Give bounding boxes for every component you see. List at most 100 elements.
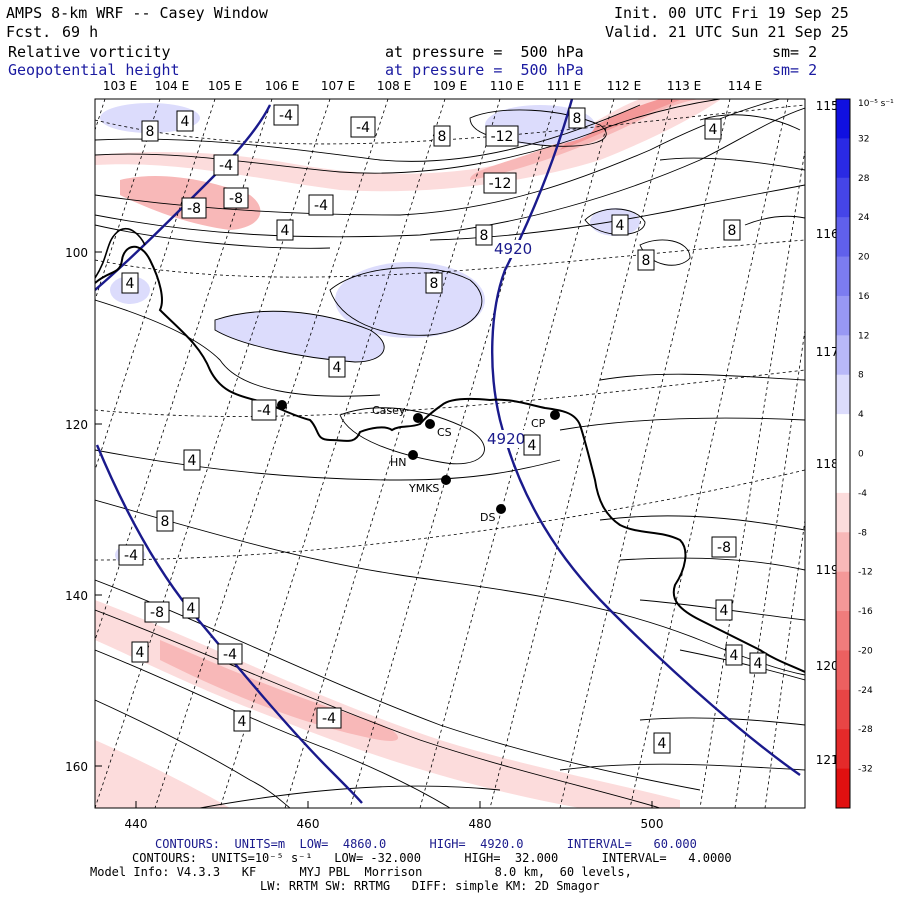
vorticity-label: 4 xyxy=(187,601,196,617)
neg-vorticity-shading-south xyxy=(95,600,680,808)
colorbar-swatch xyxy=(836,571,850,612)
colorbar: 32 28 24 20 16 12 8 4 0 -4 -8 -12 -16 -20 -24 -28 -32 xyxy=(835,98,873,809)
colorbar-tick-label: -12 xyxy=(858,568,873,578)
vorticity-label-box xyxy=(223,187,249,209)
colorbar-swatch xyxy=(836,138,850,179)
vorticity-label-box xyxy=(715,599,733,621)
vorticity-label: 4 xyxy=(658,736,667,752)
footer-vorticity-contours: CONTOURS: UNITS=10⁻⁵ s⁻¹ LOW= -32.000 HI… xyxy=(132,851,732,865)
chart-title: AMPS 8-km WRF -- Casey Window xyxy=(6,4,268,22)
vorticity-label: 4 xyxy=(238,714,247,730)
field2-level: at pressure = 500 hPa xyxy=(385,61,584,79)
latitude-gridlines xyxy=(95,104,805,561)
vorticity-label: 4 xyxy=(188,453,197,469)
vorticity-label-box xyxy=(308,194,334,216)
vorticity-label: -8 xyxy=(150,605,164,621)
colorbar-tick-label: 24 xyxy=(858,213,870,223)
neg-vorticity-shading-north xyxy=(95,99,720,192)
station-label-ds: DS xyxy=(480,511,495,524)
field2-smoothing: sm= 2 xyxy=(772,61,818,79)
colorbar-tick-label: -20 xyxy=(858,646,873,656)
footer-model-info: Model Info: V4.3.3 KF MYJ PBL Morrison 8… xyxy=(90,865,632,879)
vorticity-label-box xyxy=(316,707,342,729)
longitude-label: 107 E xyxy=(321,79,355,93)
footer-height-contours: CONTOURS: UNITS=m LOW= 4860.0 HIGH= 4920… xyxy=(155,837,697,851)
height-contour-labels: 4920 4920 xyxy=(487,240,540,448)
vorticity-label-box xyxy=(156,510,174,532)
coastline-north xyxy=(95,227,146,279)
neg-vorticity-shading-north-core2 xyxy=(560,99,680,150)
vorticity-label: -4 xyxy=(356,120,370,136)
colorbar-tick-label: -4 xyxy=(858,489,867,499)
station-label-casey: Casey xyxy=(372,404,406,417)
colorbar-swatch xyxy=(836,453,850,494)
height-label: 4920 xyxy=(487,430,525,448)
vorticity-label-box xyxy=(475,224,493,246)
vorticity-label-box xyxy=(749,652,767,674)
colorbar-tick-label: 0 xyxy=(858,450,864,460)
vorticity-label: 4 xyxy=(333,360,342,376)
vorticity-label: 8 xyxy=(728,223,737,239)
y-tick-label: 160 xyxy=(65,760,88,774)
colorbar-tick-label: 16 xyxy=(858,292,870,302)
top-longitude-labels: 103 E 104 E 105 E 106 E 107 E 108 E 109 … xyxy=(103,79,762,93)
longitude-label: 104 E xyxy=(155,79,189,93)
station-dot-ds xyxy=(496,504,506,514)
vorticity-label: -12 xyxy=(489,176,512,192)
station-label-hn: HN xyxy=(390,456,407,469)
vorticity-label-box xyxy=(217,643,243,665)
colorbar-tick-label: -28 xyxy=(858,725,873,735)
forecast-hour: 69 h xyxy=(62,23,99,41)
axis-labels: 440 460 480 500 100 120 140 160 xyxy=(65,246,663,831)
colorbar-swatch xyxy=(836,256,850,297)
x-tick-label: 500 xyxy=(641,817,664,831)
colorbar-frame xyxy=(835,98,851,809)
colorbar-swatch xyxy=(836,374,850,415)
vorticity-label: 4 xyxy=(754,656,763,672)
longitude-label: 108 E xyxy=(377,79,411,93)
vorticity-label-box xyxy=(181,197,207,219)
vorticity-label-box xyxy=(273,104,299,126)
x-tick-label: 460 xyxy=(297,817,320,831)
vorticity-label: 4 xyxy=(709,122,718,138)
y-tick-label: 140 xyxy=(65,589,88,603)
longitude-label: 110 E xyxy=(490,79,524,93)
station-dot-casey xyxy=(413,413,423,423)
vorticity-label: 8 xyxy=(438,129,447,145)
vorticity-label: 8 xyxy=(642,253,651,269)
vorticity-label-box xyxy=(183,449,201,471)
vorticity-label-box xyxy=(144,601,170,623)
vorticity-label-box xyxy=(213,154,239,176)
y-tick-label: 120 xyxy=(65,418,88,432)
colorbar-tick-label: -32 xyxy=(858,765,873,775)
vorticity-label-box xyxy=(433,125,451,147)
vorticity-label-box xyxy=(523,434,541,456)
vorticity-label: -4 xyxy=(279,108,293,124)
colorbar-swatch xyxy=(836,217,850,258)
pos-vorticity-shading-5 xyxy=(100,103,200,133)
station-dot-cs xyxy=(425,419,435,429)
vorticity-label: -8 xyxy=(229,191,243,207)
colorbar-tick-label: 8 xyxy=(858,371,864,381)
vorticity-label: 8 xyxy=(161,514,170,530)
vorticity-label: -4 xyxy=(322,711,336,727)
vorticity-label-box xyxy=(704,118,722,140)
station-dot-cp xyxy=(550,410,560,420)
longitude-label: 111 E xyxy=(547,79,581,93)
vorticity-label: 4 xyxy=(720,603,729,619)
vorticity-label-box xyxy=(637,249,655,271)
vorticity-label-box xyxy=(276,219,294,241)
field1-smoothing: sm= 2 xyxy=(772,43,818,61)
longitude-label: 113 E xyxy=(667,79,701,93)
longitude-label: 106 E xyxy=(265,79,299,93)
vorticity-label: 8 xyxy=(146,124,155,140)
colorbar-swatch xyxy=(836,99,850,139)
valid-time: Valid. 21 UTC Sun 21 Sep 25 xyxy=(605,23,849,41)
colorbar-tick-label: -16 xyxy=(858,607,873,617)
vorticity-label: 8 xyxy=(480,228,489,244)
plot-frame xyxy=(94,98,806,809)
colorbar-units: 10⁻⁵ s⁻¹ xyxy=(858,99,894,109)
vorticity-label: -4 xyxy=(223,647,237,663)
longitude-label: 114 E xyxy=(728,79,762,93)
vorticity-label-box xyxy=(118,544,144,566)
